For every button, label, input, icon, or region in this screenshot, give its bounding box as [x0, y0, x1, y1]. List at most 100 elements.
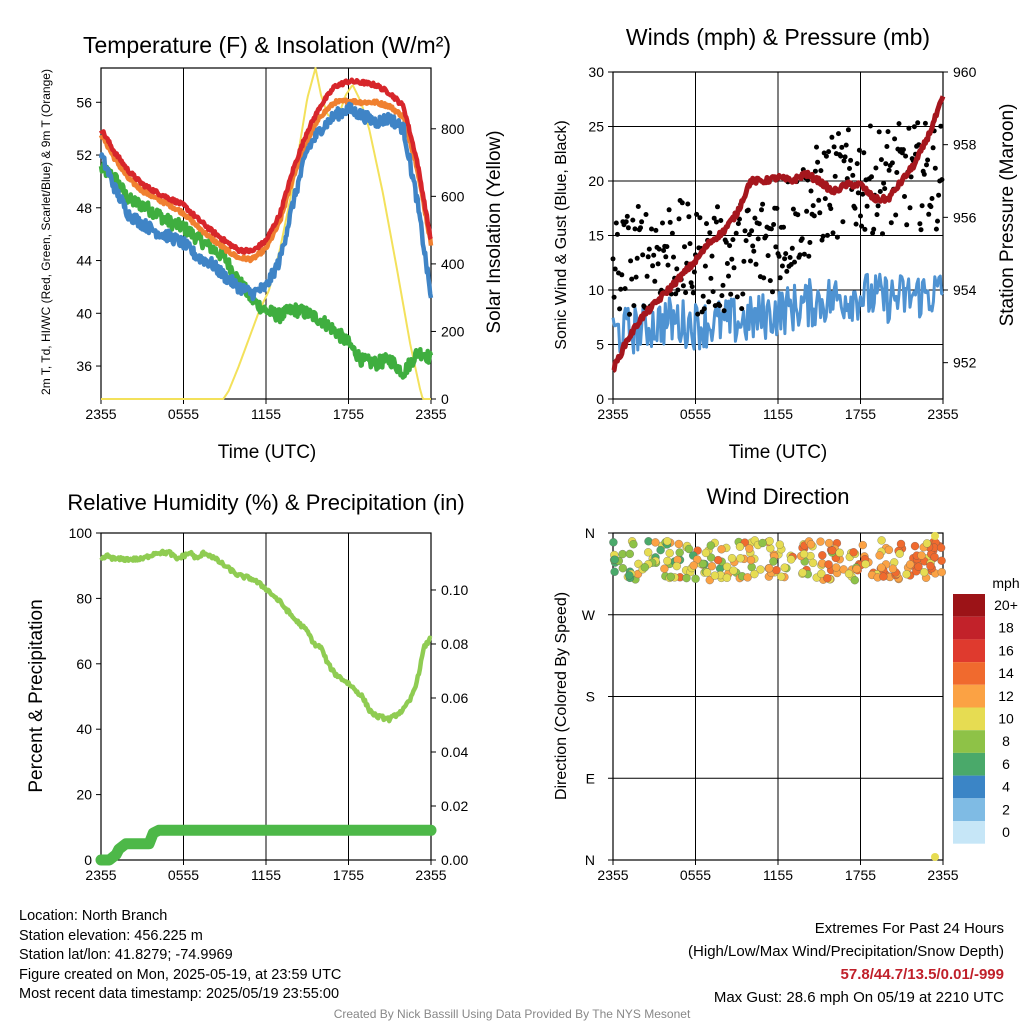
gust-point: [850, 172, 856, 178]
gust-point: [752, 215, 758, 221]
gust-point: [719, 293, 725, 299]
legend-swatch: [953, 684, 985, 708]
gust-point: [743, 238, 749, 244]
gust-point: [877, 189, 883, 194]
gust-point: [617, 306, 623, 312]
wind-direction-point: [610, 555, 619, 564]
latlon-text: Station lat/lon: 41.8279; -74.9969: [19, 947, 233, 963]
wind-direction-point: [656, 545, 665, 555]
gust-point: [889, 160, 895, 166]
gust-point: [671, 254, 676, 260]
gust-point: [740, 291, 746, 297]
gust-point: [777, 275, 783, 281]
gust-point: [921, 171, 927, 177]
wind-direction-point: [832, 563, 841, 572]
wind-direction-point: [722, 573, 732, 582]
gust-point: [819, 237, 825, 243]
humidity-x-tick-label: 2355: [415, 867, 446, 883]
gust-point: [664, 244, 670, 250]
gust-point: [688, 280, 694, 286]
wind-direction-point: [640, 563, 649, 572]
gust-point: [881, 180, 887, 186]
legend-swatch: [953, 639, 985, 663]
gust-point: [804, 208, 810, 214]
credit-text: Created By Nick Bassill Using Data Provi…: [333, 1007, 691, 1021]
gust-point: [884, 144, 890, 149]
extremes-title: Extremes For Past 24 Hours: [814, 920, 1004, 937]
gust-point: [733, 230, 739, 236]
wind-direction-point: [844, 569, 854, 578]
wind-direction-point: [922, 539, 932, 548]
precip-y-tick-label: 0.06: [441, 690, 468, 706]
wind-direction-point: [877, 563, 886, 572]
winds-x-tick-label: 2355: [597, 406, 628, 422]
wind-direction-point: [930, 552, 939, 562]
gust-point: [656, 246, 662, 252]
wind-direction-point: [852, 564, 861, 574]
wind-direction-point: [906, 560, 915, 569]
wind-direction-point: [743, 573, 752, 582]
wind-direction-point: [666, 572, 675, 581]
gust-point: [878, 157, 884, 163]
legend-swatch: [953, 798, 985, 821]
gust-point: [634, 255, 640, 261]
gust-point: [685, 201, 691, 207]
pressure-y-tick-label: 960: [953, 64, 977, 80]
gust-point: [649, 226, 654, 232]
gust-point: [718, 218, 724, 223]
gust-point: [789, 245, 795, 251]
pressure-y-tick-label: 952: [953, 355, 977, 371]
wind-direction-x-tick-label: 0555: [680, 867, 711, 883]
wind-direction-point: [879, 572, 888, 581]
legend-swatch: [953, 594, 985, 617]
wind-direction-chart-title: Wind Direction: [706, 484, 849, 509]
gust-point: [689, 284, 695, 290]
gust-point: [820, 233, 826, 239]
pressure-series-line: [611, 95, 946, 373]
gust-point: [918, 227, 924, 233]
gust-point: [653, 227, 659, 233]
gust-point: [727, 243, 733, 249]
solar-y-tick-label: 400: [441, 256, 465, 272]
gust-point: [630, 217, 636, 223]
gust-point: [746, 232, 752, 238]
wind-direction-point: [689, 561, 698, 570]
speed-color-legend: mph 20+ 18 16 14 12 10 8 6 4 2 0: [953, 575, 1020, 844]
gust-point: [619, 272, 625, 278]
t2m-series-line: [98, 77, 433, 255]
gust-point: [871, 226, 877, 232]
wind-direction-point: [610, 567, 619, 576]
gust-point: [655, 261, 661, 267]
gust-point: [728, 291, 734, 297]
temperature-y-axis-label: 2m T, Td, HI/WC (Red, Green, Scarlet/Blu…: [39, 69, 53, 395]
wind-direction-point: [824, 538, 834, 548]
temperature-x-tick-label: 2355: [85, 406, 116, 422]
gust-point: [639, 219, 645, 225]
gust-point: [763, 233, 769, 239]
gust-point: [859, 223, 865, 229]
wind-direction-point: [828, 546, 837, 555]
gust-point: [749, 228, 755, 234]
winds-y-tick-label: 30: [588, 64, 604, 80]
gust-point: [652, 278, 658, 284]
gust-point: [861, 150, 867, 156]
gust-point: [883, 161, 889, 167]
humidity-y-axis-label: Percent & Precipitation: [26, 599, 47, 792]
gust-point: [781, 224, 786, 230]
wind-direction-y-axis-label: Direction (Colored By Speed): [553, 592, 570, 800]
wind-direction-point: [936, 543, 946, 552]
gust-point: [830, 230, 836, 236]
gust-point: [908, 174, 914, 180]
gust-point: [892, 136, 898, 142]
wind-direction-point: [816, 537, 825, 546]
winds-y-tick-label: 25: [588, 119, 604, 135]
wind-direction-point: [765, 536, 774, 546]
winds-y-tick-label: 10: [588, 282, 604, 298]
gust-point: [882, 186, 888, 192]
temperature-x-axis-label: Time (UTC): [218, 442, 317, 463]
humidity-chart-title: Relative Humidity (%) & Precipitation (i…: [67, 490, 464, 515]
wind-direction-point: [765, 564, 774, 573]
gust-point: [706, 299, 712, 305]
gust-point: [856, 147, 862, 153]
legend-label: 6: [1002, 756, 1010, 772]
